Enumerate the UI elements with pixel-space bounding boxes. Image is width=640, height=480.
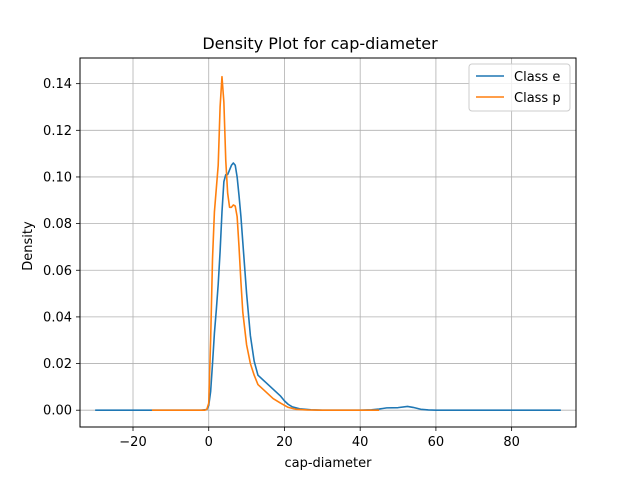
series-line-class-p xyxy=(151,75,380,412)
x-tick-label: 20 xyxy=(276,435,293,450)
legend: Class e Class p xyxy=(468,63,571,112)
y-tick-label: 0.00 xyxy=(43,404,72,419)
x-tick-label: 80 xyxy=(503,435,520,450)
y-tick-label: 0.08 xyxy=(43,217,72,232)
plot-frame xyxy=(79,57,577,428)
x-tick-label: 40 xyxy=(352,435,369,450)
series-line-class-e xyxy=(95,162,561,412)
y-tick-label: 0.04 xyxy=(43,310,72,325)
x-tick-label: 0 xyxy=(205,435,213,450)
x-tick-label: −20 xyxy=(119,435,146,450)
legend-label: Class p xyxy=(514,91,561,106)
grid-lines xyxy=(80,58,576,427)
y-tick-label: 0.02 xyxy=(43,357,72,372)
axis-ticks: −20 0 20 40 60 80 0.00 0.02 0.04 0.06 0.08 0.10 0.12… xyxy=(43,77,520,450)
y-tick-label: 0.06 xyxy=(43,264,72,279)
legend-label: Class e xyxy=(514,70,560,85)
y-tick-label: 0.14 xyxy=(43,77,72,92)
x-axis-label: cap-diameter xyxy=(285,456,373,471)
y-tick-label: 0.10 xyxy=(43,170,72,185)
y-tick-label: 0.12 xyxy=(43,124,72,139)
series-lines xyxy=(95,75,561,412)
y-axis-label: Density xyxy=(21,221,36,271)
x-tick-label: 60 xyxy=(428,435,445,450)
chart-title: Density Plot for cap-diameter xyxy=(202,34,438,53)
